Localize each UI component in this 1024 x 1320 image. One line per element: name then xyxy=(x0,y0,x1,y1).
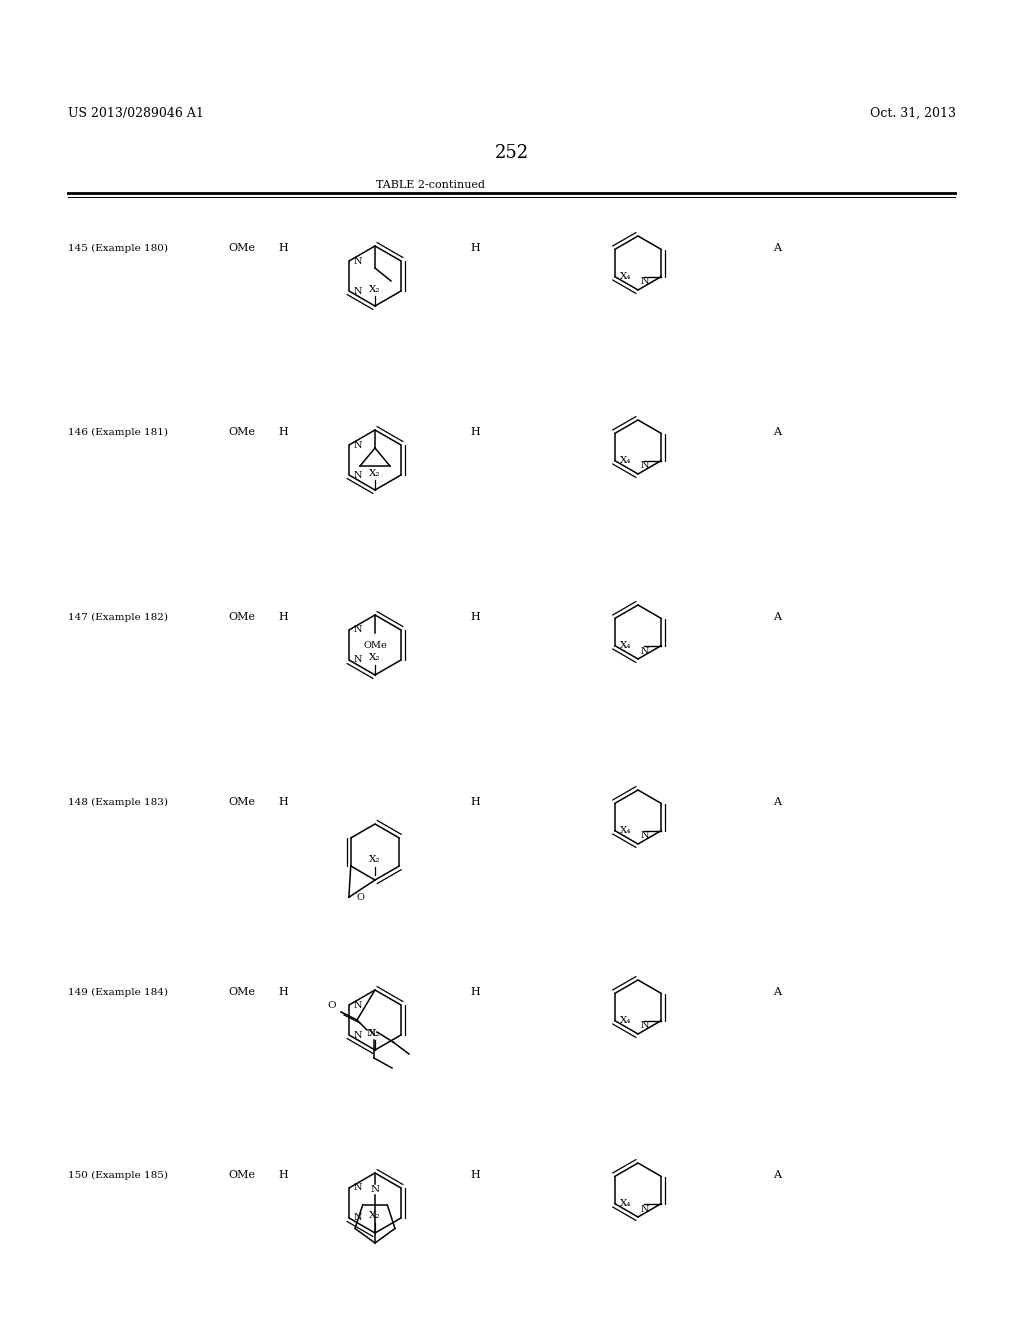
Text: H: H xyxy=(278,243,288,253)
Text: O: O xyxy=(357,892,365,902)
Text: TABLE 2-continued: TABLE 2-continued xyxy=(376,180,484,190)
Text: N: N xyxy=(641,832,649,841)
Text: A: A xyxy=(773,426,781,437)
Text: 146 (Example 181): 146 (Example 181) xyxy=(68,428,168,437)
Text: 148 (Example 183): 148 (Example 183) xyxy=(68,797,168,807)
Text: OMe: OMe xyxy=(228,243,255,253)
Text: N: N xyxy=(354,441,362,450)
Text: X₄: X₄ xyxy=(620,826,632,836)
Text: X₂: X₂ xyxy=(370,855,381,865)
Text: H: H xyxy=(470,987,480,997)
Text: H: H xyxy=(278,1170,288,1180)
Text: OMe: OMe xyxy=(228,612,255,622)
Text: A: A xyxy=(773,987,781,997)
Text: X₂: X₂ xyxy=(370,1212,381,1221)
Text: X₄: X₄ xyxy=(620,272,632,281)
Text: N: N xyxy=(641,647,649,656)
Text: X₄: X₄ xyxy=(620,455,632,465)
Text: N: N xyxy=(354,286,362,296)
Text: H: H xyxy=(470,797,480,807)
Text: N: N xyxy=(371,1184,380,1193)
Text: H: H xyxy=(470,612,480,622)
Text: N: N xyxy=(354,1213,362,1222)
Text: A: A xyxy=(773,243,781,253)
Text: O: O xyxy=(328,1002,336,1011)
Text: A: A xyxy=(773,1170,781,1180)
Text: H: H xyxy=(278,987,288,997)
Text: N: N xyxy=(367,1030,376,1039)
Text: N: N xyxy=(354,1031,362,1040)
Text: OMe: OMe xyxy=(228,426,255,437)
Text: N: N xyxy=(641,1204,649,1213)
Text: X₄: X₄ xyxy=(620,1016,632,1026)
Text: OMe: OMe xyxy=(228,1170,255,1180)
Text: OMe: OMe xyxy=(228,987,255,997)
Text: OMe: OMe xyxy=(364,640,387,649)
Text: A: A xyxy=(773,797,781,807)
Text: H: H xyxy=(470,1170,480,1180)
Text: N: N xyxy=(354,626,362,635)
Text: H: H xyxy=(278,797,288,807)
Text: N: N xyxy=(354,1001,362,1010)
Text: X₄: X₄ xyxy=(620,1199,632,1208)
Text: N: N xyxy=(354,470,362,479)
Text: 252: 252 xyxy=(495,144,529,162)
Text: 145 (Example 180): 145 (Example 180) xyxy=(68,243,168,252)
Text: H: H xyxy=(470,426,480,437)
Text: 147 (Example 182): 147 (Example 182) xyxy=(68,612,168,622)
Text: N: N xyxy=(641,1022,649,1031)
Text: US 2013/0289046 A1: US 2013/0289046 A1 xyxy=(68,107,204,120)
Text: N: N xyxy=(354,1184,362,1192)
Text: H: H xyxy=(278,426,288,437)
Text: X₂: X₂ xyxy=(370,285,381,293)
Text: A: A xyxy=(773,612,781,622)
Text: 149 (Example 184): 149 (Example 184) xyxy=(68,987,168,997)
Text: X₂: X₂ xyxy=(370,653,381,663)
Text: H: H xyxy=(470,243,480,253)
Text: OMe: OMe xyxy=(228,797,255,807)
Text: N: N xyxy=(354,656,362,664)
Text: X₄: X₄ xyxy=(620,642,632,649)
Text: Oct. 31, 2013: Oct. 31, 2013 xyxy=(870,107,956,120)
Text: H: H xyxy=(278,612,288,622)
Text: X₂: X₂ xyxy=(370,469,381,478)
Text: X₂: X₂ xyxy=(370,1028,381,1038)
Text: 150 (Example 185): 150 (Example 185) xyxy=(68,1171,168,1180)
Text: N: N xyxy=(354,256,362,265)
Text: N: N xyxy=(641,462,649,470)
Text: N: N xyxy=(641,277,649,286)
